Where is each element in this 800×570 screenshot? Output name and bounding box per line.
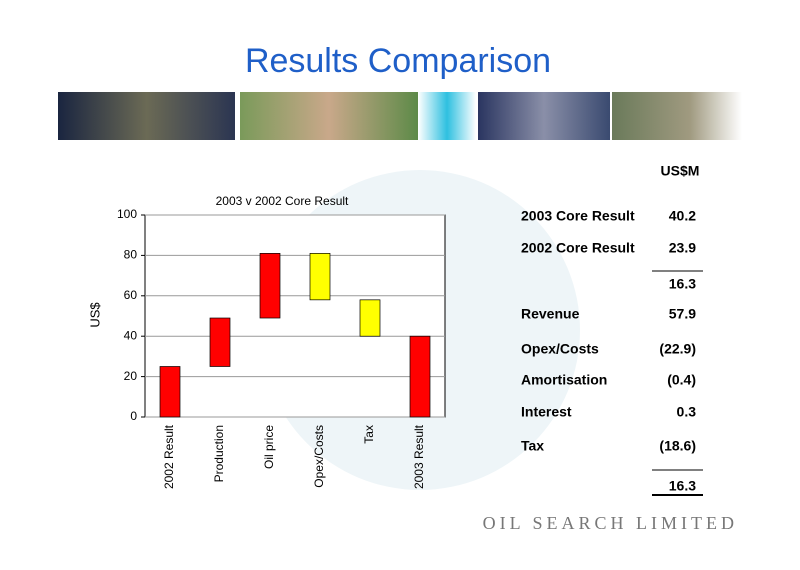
banner-image <box>612 92 742 140</box>
row-label: Revenue <box>521 306 580 322</box>
x-tick-label: Production <box>212 425 226 482</box>
row-value: 57.9 <box>669 306 696 322</box>
row-value: (22.9) <box>659 341 696 357</box>
row-label: Interest <box>521 404 572 420</box>
chart-title: 2003 v 2002 Core Result <box>216 194 349 208</box>
bar <box>309 253 331 301</box>
footer-company: OIL SEARCH LIMITED <box>483 513 738 533</box>
y-tick-label: 80 <box>124 248 138 262</box>
banner-image <box>418 92 476 140</box>
banner-image <box>58 92 235 140</box>
bar <box>359 299 381 337</box>
table-unit-header: US$M <box>661 163 700 179</box>
row-value: 16.3 <box>669 276 696 292</box>
x-tick-label: Oil price <box>262 425 276 469</box>
y-tick-label: 40 <box>124 328 138 342</box>
y-tick-label: 100 <box>117 207 137 221</box>
x-tick-label: Tax <box>362 425 376 444</box>
bar <box>409 335 431 418</box>
row-value: (18.6) <box>659 438 696 454</box>
row-value: 23.9 <box>669 240 696 256</box>
bar <box>209 317 231 367</box>
y-tick-label: 20 <box>124 369 138 383</box>
row-label: 2003 Core Result <box>521 208 635 224</box>
x-tick-label: 2003 Result <box>412 424 426 489</box>
row-label: Amortisation <box>521 372 607 388</box>
bar <box>159 366 181 418</box>
plot-area <box>144 214 446 418</box>
banner-image <box>240 92 418 140</box>
row-value: (0.4) <box>667 372 696 388</box>
banner <box>58 92 742 140</box>
banner-image <box>478 92 610 140</box>
y-axis-label: US$ <box>87 302 102 328</box>
y-tick-label: 0 <box>130 409 137 423</box>
row-value: 0.3 <box>677 404 697 420</box>
row-value: 16.3 <box>669 478 696 494</box>
x-tick-label: Opex/Costs <box>312 425 326 488</box>
row-label: Opex/Costs <box>521 341 599 357</box>
row-label: 2002 Core Result <box>521 240 635 256</box>
y-tick-label: 60 <box>124 288 138 302</box>
slide-title: Results Comparison <box>245 42 551 80</box>
row-value: 40.2 <box>669 208 696 224</box>
x-tick-label: 2002 Result <box>162 424 176 489</box>
row-label: Tax <box>521 438 544 454</box>
bar <box>259 253 281 319</box>
